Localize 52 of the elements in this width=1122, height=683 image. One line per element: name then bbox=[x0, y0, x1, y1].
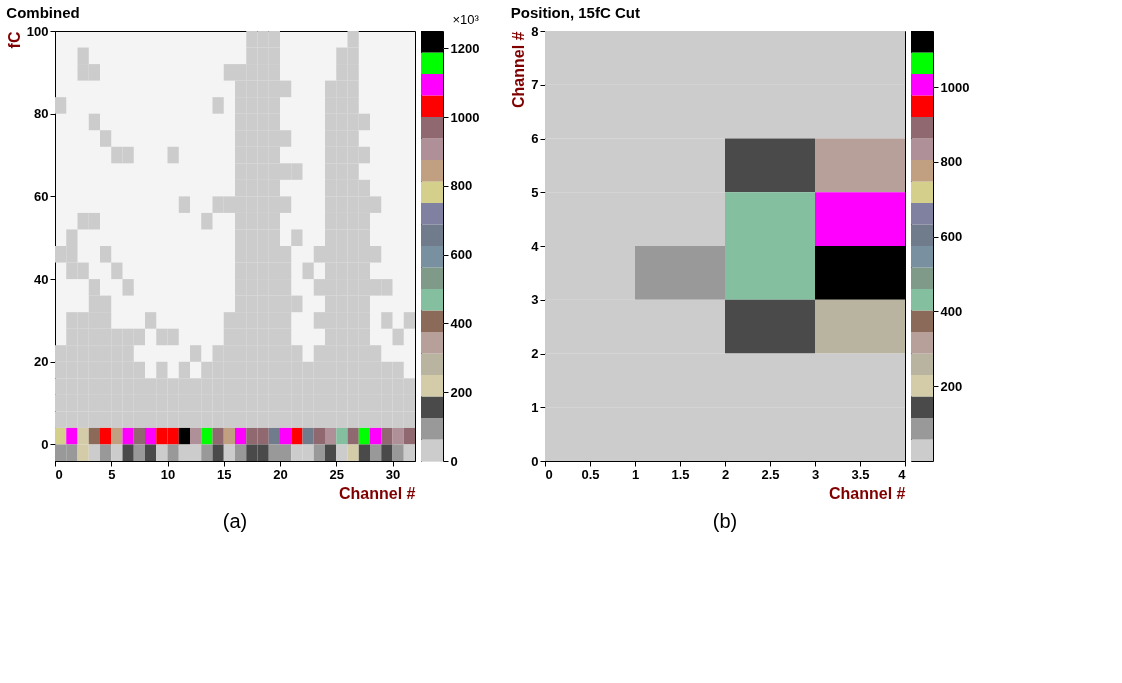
color-bar-label: 200 bbox=[940, 378, 963, 394]
color-bar-label: 800 bbox=[450, 178, 473, 194]
chart-title: Combined bbox=[6, 4, 80, 21]
color-bar-label: 400 bbox=[450, 315, 473, 331]
x-tick-label: 5 bbox=[108, 466, 116, 482]
y-tick-label: 2 bbox=[531, 346, 539, 361]
x-tick-label: 10 bbox=[160, 466, 176, 482]
y-tick-label: 8 bbox=[531, 23, 539, 39]
x-tick-label: 0 bbox=[545, 466, 553, 482]
y-tick-label: 0 bbox=[41, 436, 49, 452]
color-bar-label: 800 bbox=[940, 154, 963, 170]
y-tick-label: 1 bbox=[531, 399, 539, 415]
color-bar-label: 0 bbox=[450, 453, 458, 469]
y-tick-label: 100 bbox=[26, 23, 49, 39]
y-axis-title: Channel # bbox=[510, 31, 528, 108]
x-tick-label: 2 bbox=[721, 466, 730, 482]
x-tick-label: 1 bbox=[631, 466, 640, 482]
x-tick-label: 0.5 bbox=[581, 466, 600, 482]
x-tick-label: 4 bbox=[898, 466, 907, 482]
y-tick-label: 0 bbox=[531, 453, 539, 469]
x-tick-label: 3.5 bbox=[851, 466, 870, 482]
color-bar-title: ×10³ bbox=[452, 12, 480, 27]
y-tick-label: 40 bbox=[34, 271, 49, 287]
y-axis-title: fC bbox=[5, 31, 23, 49]
color-bar-label: 1200 bbox=[450, 40, 480, 56]
x-tick-label: 20 bbox=[273, 466, 288, 482]
color-bar-label: 200 bbox=[450, 384, 473, 400]
x-tick-label: 25 bbox=[329, 466, 344, 482]
chart-title: Position, 15fC Cut bbox=[510, 4, 640, 21]
x-axis-title: Channel # bbox=[829, 484, 906, 502]
color-bar-label: 600 bbox=[450, 247, 473, 263]
x-tick-label: 30 bbox=[385, 466, 401, 482]
y-tick-label: 20 bbox=[34, 354, 49, 370]
text: (a) bbox=[222, 510, 248, 532]
y-tick-label: 5 bbox=[531, 184, 539, 200]
y-tick-label: 7 bbox=[531, 77, 539, 93]
x-tick-label: 3 bbox=[811, 466, 820, 482]
x-axis-title: Channel # bbox=[339, 484, 416, 502]
x-tick-label: 15 bbox=[217, 466, 232, 482]
x-tick-label: 2.5 bbox=[761, 466, 780, 482]
y-tick-label: 80 bbox=[34, 106, 49, 122]
color-bar-label: 400 bbox=[940, 303, 963, 319]
y-tick-label: 3 bbox=[531, 292, 539, 308]
x-tick-label: 1.5 bbox=[671, 466, 690, 482]
text: (b) bbox=[712, 510, 738, 532]
y-tick-label: 4 bbox=[531, 238, 540, 254]
color-bar-label: 1000 bbox=[940, 79, 970, 95]
y-tick-label: 60 bbox=[34, 188, 49, 204]
color-bar-label: 1000 bbox=[450, 109, 480, 125]
x-tick-label: 0 bbox=[55, 466, 63, 482]
color-bar-label: 600 bbox=[940, 229, 963, 245]
y-tick-label: 6 bbox=[531, 131, 539, 146]
